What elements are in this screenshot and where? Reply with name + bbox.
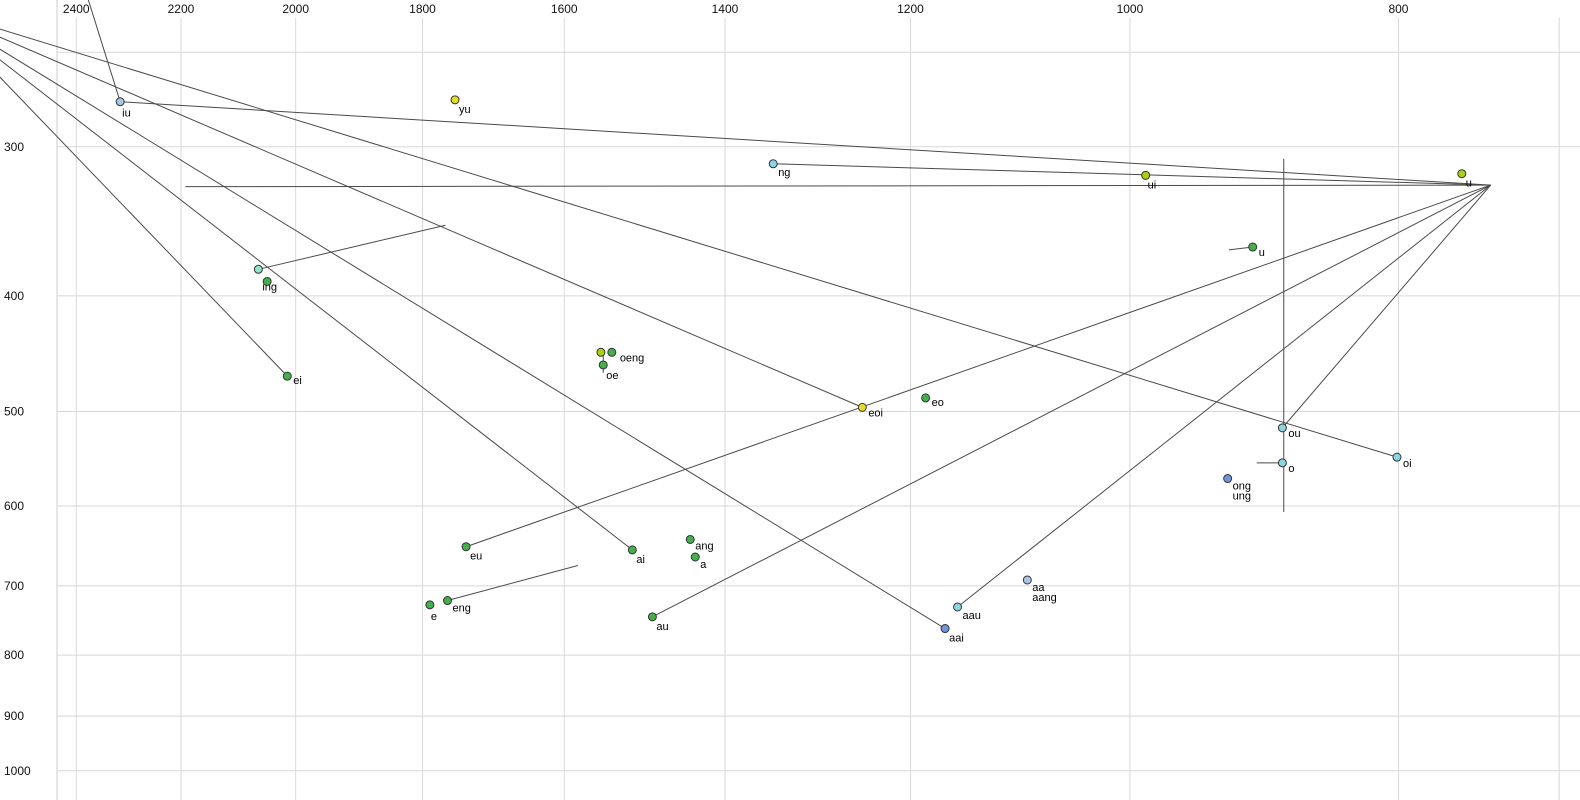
point-a [690, 552, 700, 562]
point-label-o: o [1288, 463, 1294, 475]
x-tick-label: 1200 [897, 2, 924, 16]
point-oi [1392, 452, 1402, 462]
x-tick-label: 1400 [712, 2, 739, 16]
point-label-eoi: eoi [868, 407, 883, 419]
point-label-oi: oi [1403, 458, 1412, 470]
y-tick-label: 1000 [4, 764, 31, 778]
x-tick-label: 1000 [1117, 2, 1144, 16]
point-label-aa: aa [1032, 582, 1045, 594]
x-tick-label: 2200 [168, 2, 195, 16]
point-label-u: u [1466, 178, 1472, 190]
point-label-oe: oe [606, 370, 618, 382]
x-tick-label: 2400 [63, 2, 90, 16]
line-oi-to-i [0, 28, 1398, 458]
line-ou-to-u [1282, 184, 1492, 429]
point-eo [921, 393, 931, 403]
x-tick-label: 1600 [551, 2, 578, 16]
line-i-to-iu [87, 0, 121, 102]
point-label-eu: eu [470, 551, 482, 563]
point-aai [940, 624, 950, 634]
point-aau [953, 602, 963, 612]
line-ng-to-u [773, 163, 1491, 186]
y-tick-label: 900 [4, 709, 24, 723]
point-u [1248, 242, 1258, 252]
y-tick-label: 300 [4, 140, 24, 154]
point-label-yu: yu [459, 104, 471, 116]
point-label-ang: ang [695, 540, 713, 552]
x-tick-label: 800 [1388, 2, 1408, 16]
point-yu [450, 95, 460, 105]
line-eoi-to-i [0, 36, 863, 408]
line-ai-to-i [0, 59, 633, 551]
x-tick-label: 2000 [282, 2, 309, 16]
point-label-ai: ai [636, 554, 645, 566]
point-label-ou: ou [1288, 428, 1300, 440]
point-iu [115, 97, 125, 107]
point-ng [768, 159, 778, 169]
gridlines [56, 0, 1580, 800]
line-aau-to-u [957, 184, 1491, 608]
point-e [425, 600, 435, 610]
point-label-ei: ei [293, 375, 302, 387]
y-tick-label: 500 [4, 405, 24, 419]
trajectory-lines [0, 0, 1492, 629]
point-eng [442, 596, 452, 606]
point-unlabeled [262, 276, 272, 286]
line-ui-glide [185, 184, 1491, 188]
point-ong [1223, 474, 1233, 484]
point-ou [1277, 423, 1287, 433]
point-label-aang: aang [1032, 592, 1056, 604]
point-unlabeled [596, 347, 606, 357]
point-label-aai: aai [949, 633, 964, 645]
axis-tick-labels: 2400 2200 2000 1800 1600 1400 1200 1000 800 300 40… [4, 2, 1409, 778]
y-tick-label: 600 [4, 499, 24, 513]
line-eng-connector [447, 565, 578, 602]
point-ai [627, 545, 637, 555]
line-eu-to-u [465, 184, 1491, 548]
line-ing-connector [258, 224, 446, 270]
point-label-oeng: oeng [620, 352, 644, 364]
point-label-ung: ung [1233, 491, 1251, 503]
point-au [647, 612, 657, 622]
x-tick-label: 1800 [409, 2, 436, 16]
point-ei [282, 371, 292, 381]
line-ei-to-i [0, 76, 288, 377]
point-label-au: au [656, 621, 668, 633]
point-aa [1022, 575, 1032, 585]
point-eoi [857, 402, 867, 412]
point-label-u: u [1259, 247, 1265, 259]
line-aai-to-i [0, 48, 946, 629]
point-ui [1141, 170, 1151, 180]
point-u [1457, 169, 1467, 179]
y-tick-label: 700 [4, 579, 24, 593]
point-oeng [607, 347, 617, 357]
point-label-ong: ong [1233, 481, 1251, 493]
point-ing [253, 264, 263, 274]
point-oe [598, 360, 608, 370]
point-label-ng: ng [778, 167, 790, 179]
point-label-eng: eng [452, 603, 470, 615]
point-o [1277, 458, 1287, 468]
point-label-iu: iu [122, 108, 131, 120]
point-eu [461, 542, 471, 552]
point-label-aau: aau [963, 610, 981, 622]
point-label-ui: ui [1148, 179, 1157, 191]
point-label-e: e [431, 611, 437, 623]
point-ang [685, 534, 695, 544]
line-iu-to-u [120, 101, 1491, 186]
point-label-eo: eo [932, 397, 944, 409]
y-tick-label: 400 [4, 289, 24, 303]
point-label-a: a [700, 559, 707, 571]
y-tick-label: 800 [4, 648, 24, 662]
line-au-to-u [652, 184, 1491, 618]
